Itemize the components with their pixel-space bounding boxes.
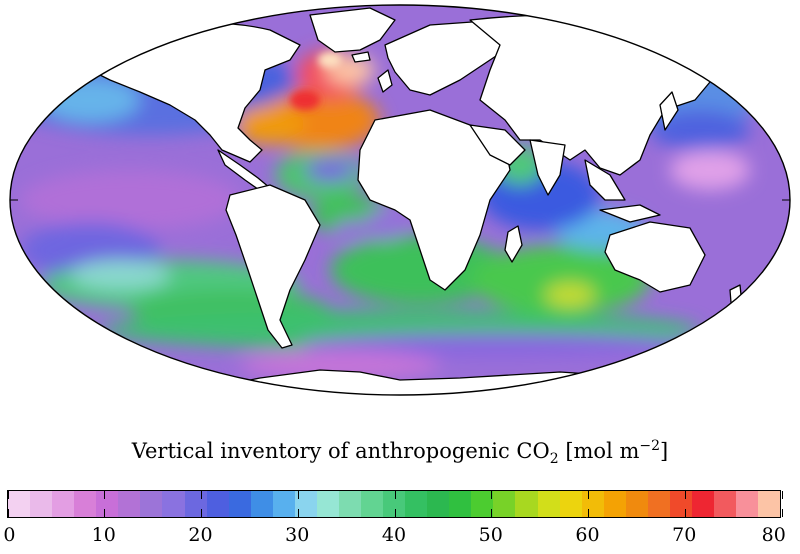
colorbar-cell [758, 491, 781, 517]
colorbar-tick-mark [781, 491, 783, 499]
colorbar-tick-labels: 0 10 20 30 40 50 60 70 80 [3, 520, 785, 550]
colorbar-tick-mark [491, 491, 493, 499]
colorbar-title: Vertical inventory of anthropogenic CO2 … [0, 438, 800, 467]
colorbar-tick-label: 0 [3, 524, 16, 546]
colorbar-tick-label: 20 [188, 524, 213, 546]
world-map [9, 4, 791, 396]
colorbar-cell [427, 491, 450, 517]
south-america [225, 184, 321, 349]
iceland [351, 51, 371, 63]
colorbar-cell [537, 491, 560, 517]
colorbar-cell [140, 491, 163, 517]
colorbar-cell [449, 491, 472, 517]
british-isles [377, 69, 393, 93]
colorbar-title-subscript: 2 [549, 451, 559, 467]
colorbar-title-unit-close: ] [660, 439, 669, 463]
colorbar-tick-mark [297, 509, 299, 517]
colorbar-tick-mark [491, 509, 493, 517]
colorbar-cell [647, 491, 670, 517]
colorbar-tick-mark [394, 509, 396, 517]
colorbar-tick-mark [104, 509, 106, 517]
colorbar-tick-mark [104, 491, 106, 499]
madagascar [504, 225, 523, 263]
colorbar-tick-mark [297, 491, 299, 499]
mollweide-map-svg [9, 4, 791, 396]
australia [604, 221, 706, 293]
southeast-asia [584, 159, 626, 201]
colorbar-tick-mark [684, 491, 686, 499]
colorbar-cell [669, 491, 692, 517]
colorbar-cell [250, 491, 273, 517]
colorbar-cell [316, 491, 339, 517]
colorbar-cell [74, 491, 97, 517]
colorbar-cell [493, 491, 516, 517]
colorbar-tick-label: 80 [761, 524, 786, 546]
colorbar-cell [559, 491, 582, 517]
colorbar-tick-mark [588, 509, 589, 517]
colorbar-tick-label: 70 [672, 524, 697, 546]
colorbar-cell [603, 491, 626, 517]
colorbar-title-main: Vertical inventory of anthropogenic CO [131, 439, 550, 463]
colorbar-tick-mark [7, 491, 9, 499]
colorbar-cell [515, 491, 538, 517]
india [529, 139, 566, 196]
colorbar-tick-label: 60 [575, 524, 600, 546]
colorbar-cell [294, 491, 317, 517]
colorbar-cell [625, 491, 648, 517]
colorbar-cell [383, 491, 406, 517]
colorbar-cell [206, 491, 229, 517]
colorbar-tick-mark [201, 491, 202, 499]
colorbar-tick-label: 40 [381, 524, 407, 546]
colorbar-title-superscript: −2 [639, 438, 661, 454]
colorbar-cell [736, 491, 759, 517]
greenland [309, 7, 396, 53]
colorbar-tick-label: 50 [478, 524, 503, 546]
colorbar-cell [338, 491, 361, 517]
colorbar-cell [471, 491, 494, 517]
colorbar-cell [581, 491, 604, 517]
colorbar-cell [162, 491, 185, 517]
colorbar-cell [272, 491, 295, 517]
colorbar-cell [361, 491, 384, 517]
colorbar-cell [405, 491, 428, 517]
colorbar-cell [691, 491, 714, 517]
colorbar-tick-mark [394, 491, 396, 499]
colorbar-cell [118, 491, 141, 517]
colorbar-title-unit-open: [mol m [558, 439, 640, 463]
colorbar-tick-mark [201, 509, 202, 517]
colorbar-cell [52, 491, 75, 517]
colorbar-cell [96, 491, 119, 517]
colorbar-tick-label: 10 [91, 524, 116, 546]
colorbar-tick-mark [684, 509, 686, 517]
colorbar [7, 490, 783, 518]
colorbar-cell [228, 491, 251, 517]
colorbar-cell [8, 491, 31, 517]
indonesia [599, 204, 661, 223]
colorbar-tick-mark [781, 509, 783, 517]
colorbar-cell [714, 491, 737, 517]
colorbar-tick-mark [588, 491, 589, 499]
colorbar-tick-label: 30 [285, 524, 310, 546]
colorbar-cell [30, 491, 53, 517]
arabia [469, 124, 526, 166]
new-zealand [729, 284, 743, 316]
colorbar-tick-mark [7, 509, 9, 517]
japan [659, 91, 679, 131]
colorbar-cell [184, 491, 207, 517]
